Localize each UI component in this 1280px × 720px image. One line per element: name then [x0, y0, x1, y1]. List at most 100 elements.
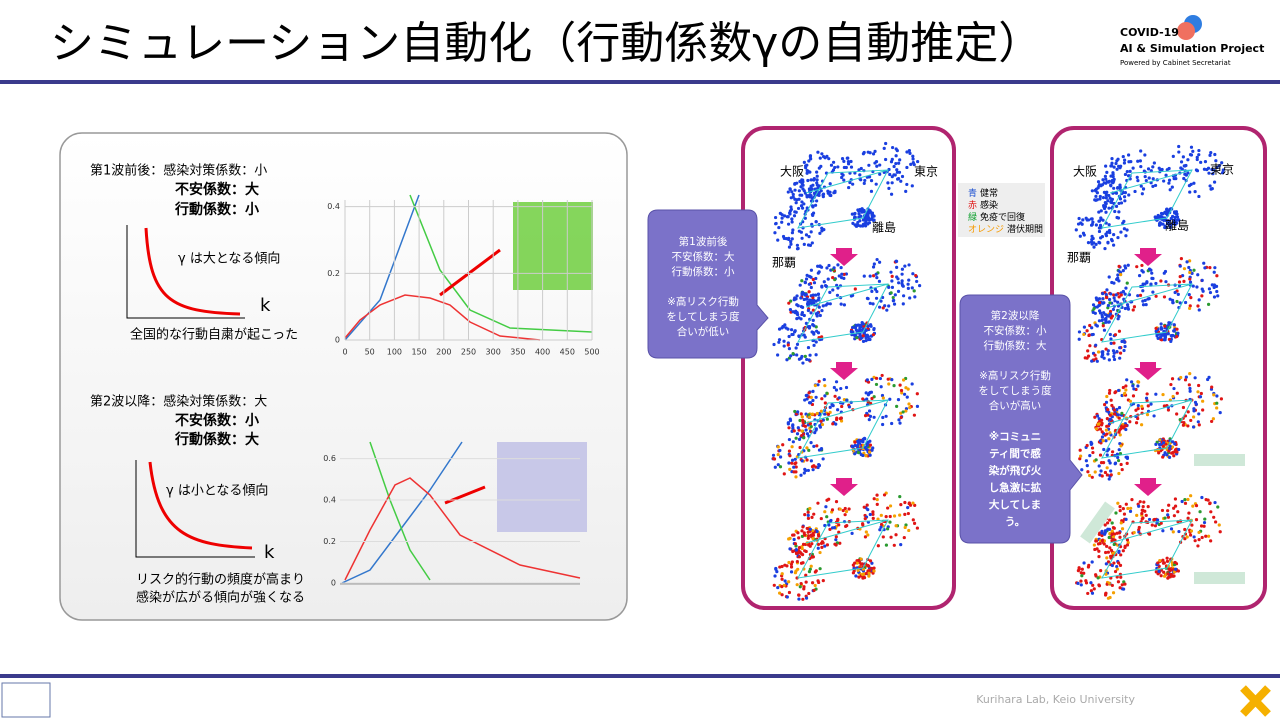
dot — [1220, 171, 1225, 175]
dot — [823, 412, 827, 416]
dot — [1133, 189, 1137, 194]
dot — [801, 305, 805, 309]
dot — [1115, 407, 1119, 412]
callout-line: 不安係数：小 — [984, 324, 1047, 337]
dot — [866, 508, 870, 512]
dot — [1181, 405, 1186, 410]
dot — [1196, 304, 1200, 308]
dot — [875, 498, 879, 502]
dot — [1089, 589, 1093, 593]
dot — [1112, 357, 1117, 362]
dot — [804, 580, 808, 584]
dot — [911, 154, 915, 158]
series-line — [344, 194, 420, 341]
dot — [1108, 595, 1112, 600]
dot — [1116, 273, 1120, 277]
dot — [809, 311, 813, 315]
dot — [1165, 207, 1169, 212]
links — [1101, 399, 1193, 459]
dot — [1100, 539, 1104, 543]
dot — [1143, 509, 1147, 513]
dot — [794, 475, 798, 479]
dot — [805, 432, 810, 436]
dot — [874, 296, 879, 300]
dot — [1083, 356, 1087, 360]
dot — [781, 234, 786, 239]
dot — [1109, 548, 1114, 552]
dot — [778, 465, 783, 469]
dot — [780, 572, 784, 576]
dot — [1116, 216, 1121, 220]
dot — [1204, 534, 1208, 538]
dot — [1201, 399, 1205, 403]
dot — [809, 268, 814, 272]
dot — [802, 160, 806, 164]
curve — [144, 227, 241, 316]
series-line — [344, 294, 541, 341]
dot — [1172, 570, 1176, 574]
dot — [1091, 450, 1095, 455]
dot — [861, 218, 866, 222]
dot — [871, 516, 875, 520]
dot — [1181, 274, 1185, 278]
dot — [821, 579, 825, 583]
dot — [850, 444, 854, 448]
dot — [1123, 264, 1127, 268]
dot — [793, 329, 797, 333]
dot — [1213, 266, 1217, 270]
dot — [808, 567, 812, 571]
dot — [787, 437, 792, 442]
dot — [1175, 212, 1179, 216]
dot — [1177, 144, 1181, 149]
dot — [879, 513, 883, 517]
dot — [892, 173, 896, 177]
dot — [804, 233, 809, 237]
dot — [853, 171, 857, 175]
header-rule — [0, 80, 1280, 84]
x-tick-label: 100 — [387, 348, 402, 357]
dot — [794, 548, 798, 552]
dot — [834, 422, 838, 426]
dot — [1110, 157, 1114, 161]
axis-label: k — [260, 295, 271, 316]
dot — [871, 265, 876, 269]
dot — [791, 228, 795, 232]
dot — [1113, 333, 1118, 337]
dot — [803, 216, 807, 220]
dot — [1106, 199, 1110, 203]
dot — [1115, 159, 1119, 163]
dot — [882, 493, 887, 497]
dot — [1191, 504, 1195, 508]
dot — [1107, 447, 1111, 451]
dot — [881, 535, 885, 539]
dot — [1123, 191, 1128, 195]
dot — [1171, 530, 1175, 534]
dot — [1123, 172, 1128, 177]
dot — [1117, 279, 1121, 283]
dot — [861, 572, 865, 577]
dot — [820, 308, 824, 313]
dot — [1094, 357, 1098, 361]
dot — [1109, 237, 1114, 242]
dot — [870, 377, 874, 381]
dot — [1161, 222, 1165, 226]
dot — [1122, 161, 1127, 165]
dot — [1101, 178, 1105, 182]
dot — [1104, 164, 1108, 168]
dot — [1112, 341, 1116, 345]
dot — [901, 302, 905, 306]
dot — [1206, 166, 1211, 170]
dot — [1090, 446, 1095, 450]
dot — [1108, 518, 1112, 522]
dot — [816, 292, 821, 296]
dot — [877, 279, 882, 283]
dot — [806, 510, 810, 514]
dot — [803, 549, 807, 553]
dot — [1106, 352, 1110, 356]
dot — [828, 405, 832, 409]
dot — [865, 503, 869, 507]
dot — [1124, 502, 1128, 506]
dot — [1086, 565, 1091, 569]
dot — [894, 161, 898, 166]
dot — [1140, 511, 1144, 516]
